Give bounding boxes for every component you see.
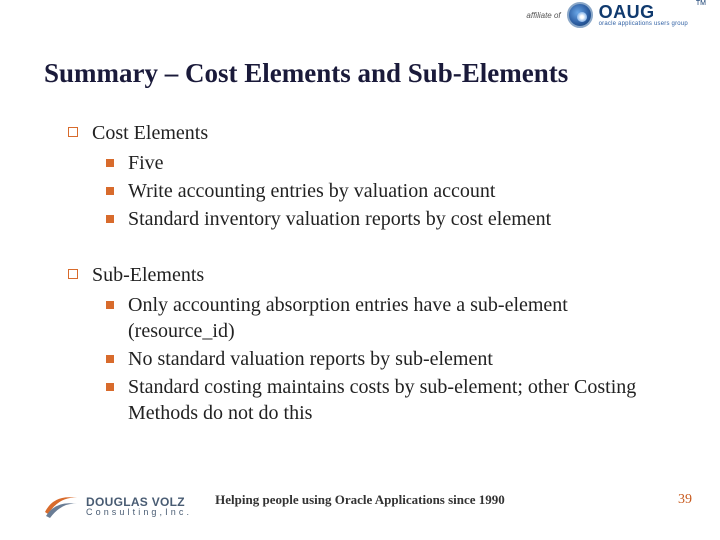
list-item-text: Write accounting entries by valuation ac… (128, 178, 495, 204)
footer-tagline: Helping people using Oracle Applications… (0, 492, 720, 508)
section-cost-elements: Cost Elements Five Write accounting entr… (68, 120, 660, 232)
oaug-medallion-icon (567, 2, 593, 28)
oaug-logo-text: OAUG oracle applications users group (599, 3, 688, 27)
solid-square-bullet-icon (106, 215, 114, 223)
oaug-subtext: oracle applications users group (599, 21, 688, 27)
solid-square-bullet-icon (106, 383, 114, 391)
list-item-text: No standard valuation reports by sub-ele… (128, 346, 493, 372)
trademark-label: TM (696, 0, 706, 7)
section-heading-text: Sub-Elements (92, 262, 204, 288)
solid-square-bullet-icon (106, 187, 114, 195)
list-item-text: Standard costing maintains costs by sub-… (128, 374, 660, 426)
solid-square-bullet-icon (106, 301, 114, 309)
list-item-text: Only accounting absorption entries have … (128, 292, 660, 344)
section-items: Five Write accounting entries by valuati… (106, 150, 660, 232)
footer: DOUGLAS VOLZ C o n s u l t i n g , I n c… (0, 480, 720, 526)
list-item: Five (106, 150, 660, 176)
header-bar: affiliate of OAUG oracle applications us… (526, 0, 706, 30)
list-item-text: Five (128, 150, 164, 176)
section-heading-text: Cost Elements (92, 120, 208, 146)
page-number: 39 (678, 492, 692, 508)
section-heading: Sub-Elements (68, 262, 660, 288)
affiliate-label: affiliate of (526, 11, 560, 20)
list-item: Standard inventory valuation reports by … (106, 206, 660, 232)
company-line2: C o n s u l t i n g , I n c . (86, 508, 189, 517)
list-item: Write accounting entries by valuation ac… (106, 178, 660, 204)
hollow-square-bullet-icon (68, 269, 78, 279)
section-heading: Cost Elements (68, 120, 660, 146)
list-item: Standard costing maintains costs by sub-… (106, 374, 660, 426)
hollow-square-bullet-icon (68, 127, 78, 137)
solid-square-bullet-icon (106, 159, 114, 167)
list-item: Only accounting absorption entries have … (106, 292, 660, 344)
slide-body: Cost Elements Five Write accounting entr… (68, 120, 660, 456)
slide-title: Summary – Cost Elements and Sub-Elements (44, 58, 676, 89)
slide: affiliate of OAUG oracle applications us… (0, 0, 720, 540)
oaug-logo: OAUG oracle applications users group TM (567, 0, 706, 30)
list-item: No standard valuation reports by sub-ele… (106, 346, 660, 372)
oaug-acronym: OAUG (599, 3, 688, 21)
section-items: Only accounting absorption entries have … (106, 292, 660, 426)
list-item-text: Standard inventory valuation reports by … (128, 206, 551, 232)
section-sub-elements: Sub-Elements Only accounting absorption … (68, 262, 660, 426)
solid-square-bullet-icon (106, 355, 114, 363)
